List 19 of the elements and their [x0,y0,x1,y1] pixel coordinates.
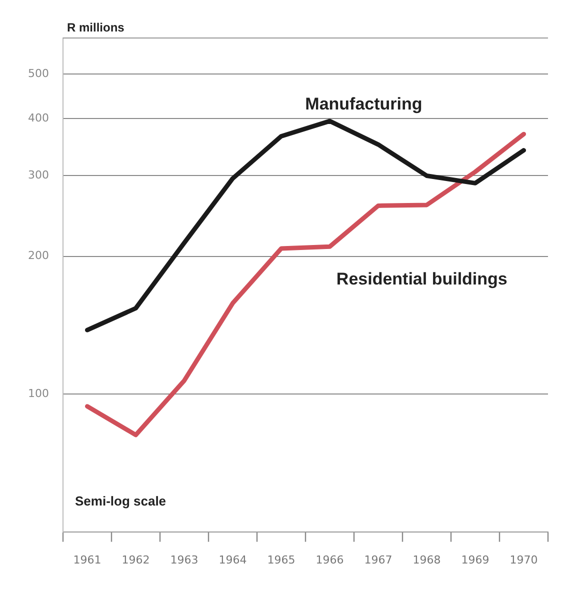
x-tick-label: 1961 [73,553,102,566]
x-tick-label: 1964 [218,553,247,566]
y-tick-label: 100 [28,386,49,400]
series-label: Manufacturing [305,94,422,114]
x-tick-label: 1969 [461,553,490,566]
series-label: Residential buildings [336,270,508,289]
x-tick-label: 1962 [122,553,150,566]
x-tick-label: 1963 [170,553,198,566]
y-axis-title: R millions [66,20,125,34]
y-tick-label: 300 [28,168,49,182]
annotation: Semi-log scale [74,493,166,508]
y-tick-label: 500 [28,67,49,80]
y-tick-label: 400 [28,111,49,124]
y-tick-label: 200 [28,249,49,262]
x-tick-label: 1965 [267,553,296,566]
x-tick-label: 1967 [364,553,392,566]
x-tick-label: 1968 [412,553,441,566]
x-tick-label: 1970 [510,553,538,566]
x-tick-label: 1966 [316,553,344,566]
